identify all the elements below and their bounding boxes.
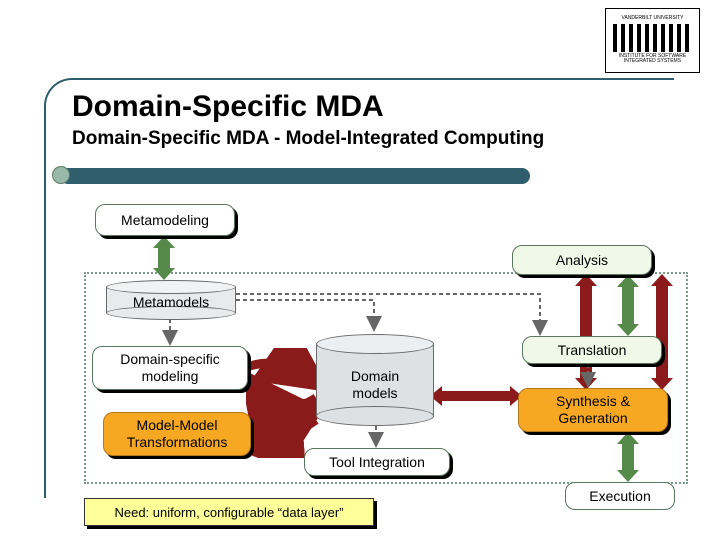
domain-models-label: Domain models [316, 368, 434, 402]
institute-logo: VANDERBILT UNIVERSITY INSTITUTE FOR SOFT… [605, 8, 700, 73]
mmt-box: Model-Model Transformations [103, 412, 251, 456]
translation-box: Translation [522, 336, 662, 364]
arrow-metamodeling-metamodels [156, 236, 172, 280]
tool-integration-box: Tool Integration [304, 448, 450, 476]
metamodeling-box: Metamodeling [95, 204, 235, 236]
dsm-label: Domain-specific modeling [120, 351, 220, 385]
execution-label: Execution [589, 488, 650, 504]
domain-models-cylinder: Domain models [316, 334, 434, 426]
arrow-analysis-translation [620, 275, 636, 336]
metamodels-label: Metamodels [106, 294, 236, 310]
analysis-label: Analysis [556, 252, 608, 268]
analysis-box: Analysis [512, 245, 652, 275]
need-box: Need: uniform, configurable “data layer” [84, 498, 374, 526]
dsm-box: Domain-specific modeling [92, 346, 248, 390]
synth-box: Synthesis & Generation [518, 388, 668, 432]
arrow-analysis-synth-b [654, 274, 670, 390]
tool-integration-label: Tool Integration [329, 454, 425, 470]
synth-label: Synthesis & Generation [556, 393, 630, 427]
bullet-dot [52, 166, 70, 184]
accent-bar [60, 168, 530, 184]
page-title: Domain-Specific MDA [72, 90, 384, 124]
need-label: Need: uniform, configurable “data layer” [114, 505, 343, 520]
arrow-dommodels-synth [430, 386, 522, 406]
page-subtitle: Domain-Specific MDA - Model-Integrated C… [72, 128, 544, 150]
metamodeling-label: Metamodeling [121, 212, 209, 228]
arrow-synth-execution [620, 432, 636, 482]
arrow-analysis-synth-a [578, 274, 594, 390]
mmt-label: Model-Model Transformations [127, 417, 228, 451]
logo-line3: INTEGRATED SYSTEMS [624, 59, 681, 65]
execution-box: Execution [565, 482, 675, 510]
translation-label: Translation [558, 342, 627, 358]
logo-stripes [613, 24, 693, 52]
metamodels-cylinder: Metamodels [106, 280, 236, 320]
logo-line1: VANDERBILT UNIVERSITY [622, 16, 684, 22]
curve-arrows-left [246, 348, 322, 458]
